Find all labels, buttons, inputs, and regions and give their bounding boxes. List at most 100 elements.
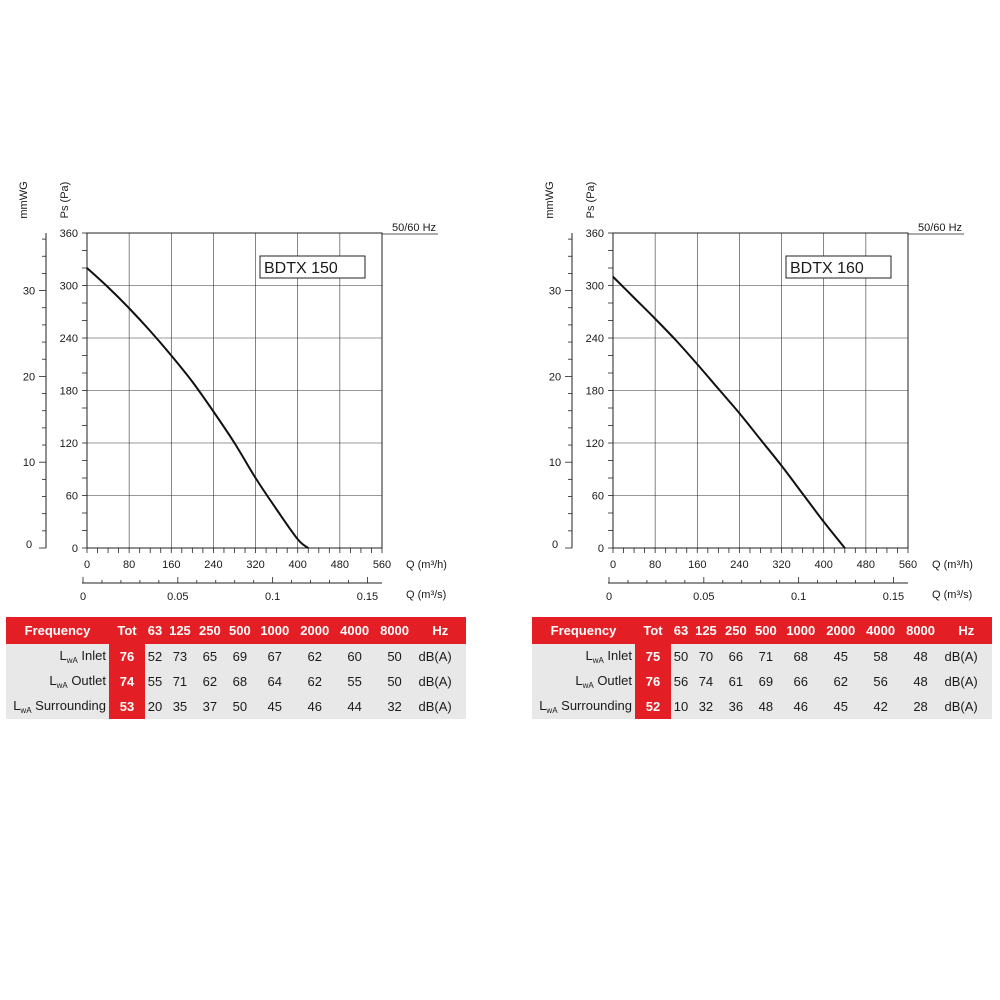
band-header: 2000 bbox=[294, 617, 335, 644]
model-label: BDTX 160 bbox=[790, 260, 864, 277]
row-label-subscript: wA bbox=[66, 656, 78, 665]
fan-curve-point bbox=[212, 410, 215, 413]
band-value: 62 bbox=[820, 669, 861, 694]
band-value: 44 bbox=[334, 694, 375, 719]
q-m3h-tick-label: 400 bbox=[815, 559, 833, 571]
q-m3s-tick-label: 0 bbox=[606, 591, 612, 603]
fan-curve-point bbox=[107, 286, 109, 288]
model-label: BDTX 150 bbox=[264, 260, 338, 277]
band-header: 500 bbox=[224, 617, 255, 644]
fan-curve-point bbox=[717, 388, 719, 390]
band-value: 10 bbox=[671, 694, 691, 719]
band-value: 66 bbox=[720, 644, 751, 669]
fan-curve-point bbox=[86, 267, 88, 269]
total-value: 76 bbox=[109, 644, 145, 669]
row-label-text: Outlet bbox=[67, 673, 106, 688]
frequency-label: 50/60 Hz bbox=[392, 222, 436, 234]
q-m3s-tick-label: 0 bbox=[80, 591, 86, 603]
fan-curve-point bbox=[276, 508, 278, 511]
grid bbox=[612, 232, 909, 549]
row-label-subscript: wA bbox=[546, 706, 558, 715]
pa-tick-label: 0 bbox=[598, 543, 604, 555]
band-value: 50 bbox=[374, 669, 415, 694]
q-m3h-tick-label: 320 bbox=[772, 559, 790, 571]
fan-curve-point bbox=[738, 412, 741, 414]
band-value: 28 bbox=[900, 694, 941, 719]
q-m3s-tick-label: 0.15 bbox=[357, 591, 378, 603]
band-header: 8000 bbox=[374, 617, 415, 644]
fan-curve-line bbox=[612, 276, 846, 549]
q-m3h-tick-label: 0 bbox=[610, 559, 616, 571]
fan-curve-chart: 360 300 240 180 120 60 0 30 20 10 0 mmWG Ps (Pa) 50/6… bbox=[544, 181, 973, 603]
table-header-row: Frequency Tot 63 125 250 500 1000 2000 4000 8000 H… bbox=[532, 617, 992, 644]
band-value: 60 bbox=[334, 644, 375, 669]
unit-label: dB(A) bbox=[414, 669, 466, 694]
total-value: 74 bbox=[109, 669, 145, 694]
q-m3h-tick-label: 240 bbox=[204, 559, 222, 571]
band-value: 32 bbox=[690, 694, 721, 719]
band-value: 45 bbox=[254, 694, 295, 719]
pa-tick-label: 360 bbox=[60, 228, 78, 240]
q-m3h-tick-label: 400 bbox=[289, 559, 307, 571]
pa-tick-label: 240 bbox=[60, 333, 78, 345]
fan-curve-point bbox=[844, 547, 846, 549]
fan-curve-chart: 360 300 240 180 120 60 0 30 20 10 0 mmWG Ps (Pa) 50/6… bbox=[18, 181, 447, 603]
pa-tick-label: 60 bbox=[66, 491, 78, 503]
row-label-subscript: wA bbox=[582, 681, 594, 690]
table-header-row: Frequency Tot 63 125 250 500 1000 2000 4000 8000 H… bbox=[6, 617, 466, 644]
fan-curve-point bbox=[633, 297, 635, 299]
band-value: 56 bbox=[671, 669, 691, 694]
table-row: LwA Outlet 76 56 74 61 69 66 62 56 48 dB(A) bbox=[532, 669, 992, 694]
mmwg-tick-label: 0 bbox=[26, 539, 32, 551]
band-value: 50 bbox=[224, 694, 255, 719]
q-m3s-tick-label: 0.15 bbox=[883, 591, 904, 603]
grid bbox=[86, 232, 383, 549]
mmwg-axis-title: mmWG bbox=[18, 181, 30, 218]
pa-tick-label: 300 bbox=[586, 281, 604, 293]
q-m3s-tick-label: 0.05 bbox=[693, 591, 714, 603]
mmwg-tick-label: 30 bbox=[23, 286, 35, 298]
row-label-text: Surrounding bbox=[557, 698, 632, 713]
band-value: 55 bbox=[334, 669, 375, 694]
band-value: 62 bbox=[294, 644, 335, 669]
band-header: Hz bbox=[940, 617, 992, 644]
band-value: 71 bbox=[750, 644, 781, 669]
fan-curve-point bbox=[696, 363, 698, 365]
band-header: 1000 bbox=[254, 617, 295, 644]
band-value: 48 bbox=[750, 694, 781, 719]
pa-tick-label: 180 bbox=[586, 386, 604, 398]
row-label: LwA Outlet bbox=[532, 669, 635, 694]
row-label-text: Inlet bbox=[77, 648, 106, 663]
band-value: 68 bbox=[780, 644, 821, 669]
mmwg-tick-label: 10 bbox=[23, 457, 35, 469]
q-m3h-tick-label: 480 bbox=[331, 559, 349, 571]
row-label-symbol: L bbox=[49, 673, 57, 688]
pa-tick-label: 360 bbox=[586, 228, 604, 240]
band-value: 56 bbox=[860, 669, 901, 694]
row-label-symbol: L bbox=[575, 673, 583, 688]
band-value: 62 bbox=[294, 669, 335, 694]
q-m3h-axis-title: Q (m³/h) bbox=[932, 559, 973, 571]
row-label-symbol: L bbox=[539, 698, 547, 713]
pa-axis-title: Ps (Pa) bbox=[585, 182, 597, 219]
q-m3h-tick-label: 160 bbox=[688, 559, 706, 571]
band-value: 37 bbox=[194, 694, 225, 719]
q-m3h-tick-label: 560 bbox=[373, 559, 391, 571]
band-header: 63 bbox=[145, 617, 165, 644]
table-row: LwA Outlet 74 55 71 62 68 64 62 55 50 dB(A) bbox=[6, 669, 466, 694]
q-m3h-tick-label: 560 bbox=[899, 559, 917, 571]
q-m3h-axis-title: Q (m³/h) bbox=[406, 559, 447, 571]
total-value: 76 bbox=[635, 669, 671, 694]
tot-header: Tot bbox=[635, 617, 671, 644]
sound-power-table: Frequency Tot 63 125 250 500 1000 2000 4000 8000 H… bbox=[6, 617, 466, 719]
q-m3s-tick-label: 0.1 bbox=[265, 591, 280, 603]
band-header: 500 bbox=[750, 617, 781, 644]
model-label-box bbox=[259, 255, 366, 279]
band-header: 2000 bbox=[820, 617, 861, 644]
fan-curve-point bbox=[297, 538, 299, 540]
band-value: 48 bbox=[900, 669, 941, 694]
tot-header: Tot bbox=[109, 617, 145, 644]
total-value: 53 bbox=[109, 694, 145, 719]
fan-curve-point bbox=[823, 521, 825, 523]
row-label: LwA Surrounding bbox=[6, 694, 109, 719]
